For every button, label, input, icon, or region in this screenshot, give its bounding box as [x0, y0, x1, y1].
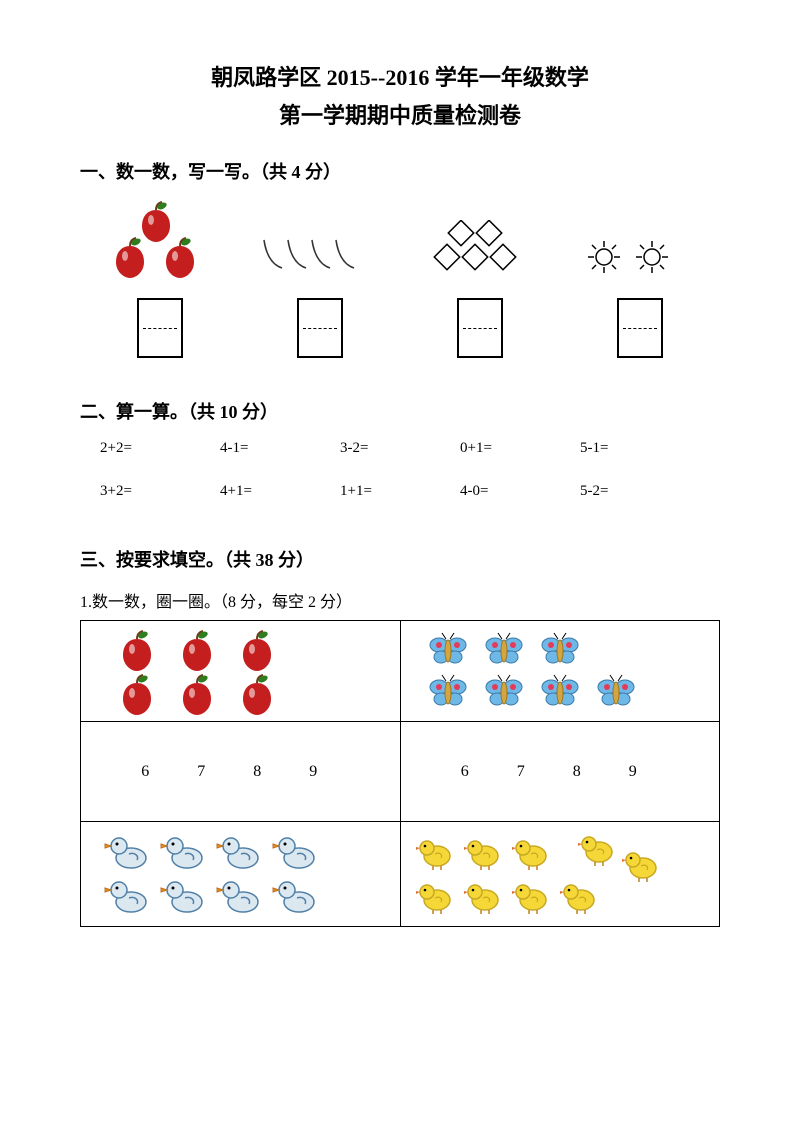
section1-answer-boxes [80, 298, 720, 358]
problem-10: 5-2= [580, 483, 700, 500]
problem-8: 1+1= [340, 483, 460, 500]
answer-box-3[interactable] [457, 298, 503, 358]
duck-icon [87, 828, 337, 920]
title-line1: 朝凤路学区 2015--2016 学年一年级数学 [80, 60, 720, 92]
section1-icons-row [80, 200, 720, 280]
problem-4: 0+1= [460, 440, 580, 457]
cell-apples [81, 621, 401, 722]
apple-icon [100, 200, 210, 280]
problem-3: 3-2= [340, 440, 460, 457]
problem-7: 4+1= [220, 483, 340, 500]
section3-header: 三、按要求填空。（共 38 分） [80, 546, 720, 572]
cell-chicks [400, 822, 720, 927]
cell-numbers-left[interactable]: 6 7 8 9 [81, 722, 401, 822]
problem-6: 3+2= [100, 483, 220, 500]
problem-5: 5-1= [580, 440, 700, 457]
problem-9: 4-0= [460, 483, 580, 500]
title-line2: 第一学期期中质量检测卷 [80, 98, 720, 130]
section2-header: 二、算一算。（共 10 分） [80, 398, 720, 424]
answer-box-4[interactable] [617, 298, 663, 358]
q1-bananas [260, 230, 380, 280]
butterfly-icon [407, 627, 647, 715]
cell-numbers-right[interactable]: 6 7 8 9 [400, 722, 720, 822]
q1-diamonds [420, 220, 540, 280]
answer-box-1[interactable] [137, 298, 183, 358]
cell-ducks [81, 822, 401, 927]
apple-icon [87, 627, 307, 715]
diamond-icon [420, 220, 530, 280]
q1-suns [580, 235, 700, 280]
cell-butterflies [400, 621, 720, 722]
q1-apples [100, 200, 220, 280]
section2-problems: 2+2= 4-1= 3-2= 0+1= 5-1= 3+2= 4+1= 1+1= … [80, 440, 720, 526]
chick-icon [407, 828, 677, 920]
banana-icon [260, 230, 380, 280]
section3-table: 6 7 8 9 6 7 8 9 [80, 620, 720, 927]
problem-2: 4-1= [220, 440, 340, 457]
problem-1: 2+2= [100, 440, 220, 457]
answer-box-2[interactable] [297, 298, 343, 358]
section1-header: 一、数一数，写一写。（共 4 分） [80, 158, 720, 184]
sun-icon [580, 235, 680, 280]
section3-sub1-label: 1.数一数，圈一圈。（8 分，每空 2 分） [80, 588, 720, 612]
